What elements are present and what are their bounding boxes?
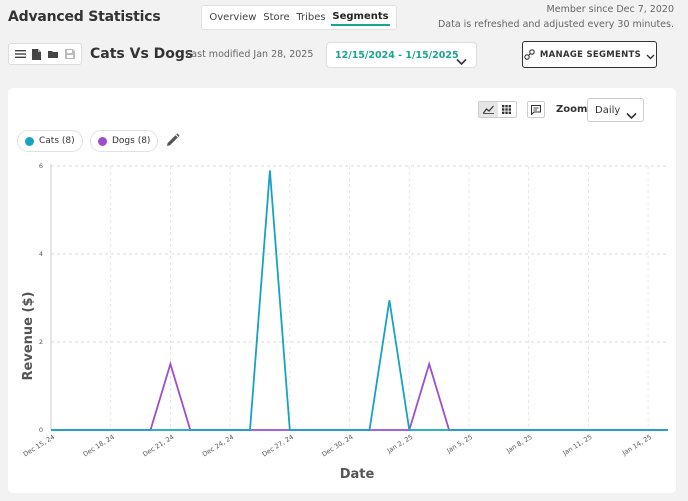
- x-tick-label: Jan 8, 25: [504, 433, 533, 455]
- tab-overview[interactable]: Overview: [209, 12, 257, 23]
- manage-segments-label: MANAGE SEGMENTS: [539, 49, 642, 60]
- date-range-picker[interactable]: 12/15/2024 - 1/15/2025: [326, 42, 477, 68]
- table-view-button[interactable]: [498, 102, 517, 117]
- chevron-down-icon: [456, 51, 467, 70]
- x-tick-label: Jan 2, 25: [385, 433, 414, 455]
- date-range-value: 12/15/2024 - 1/15/2025: [335, 49, 459, 61]
- nav-tabs: Overview Store Tribes Segments: [201, 5, 397, 30]
- chart-series: [51, 170, 668, 431]
- line-chart-icon: [482, 105, 494, 114]
- x-tick-label: Dec 21, 24: [141, 433, 175, 459]
- x-tick-label: Jan 11, 25: [561, 433, 594, 458]
- page-title: Cats Vs Dogs: [90, 46, 194, 62]
- series-line-cats: [51, 170, 668, 431]
- comment-icon: [531, 104, 541, 115]
- legend-dot-cats: [25, 136, 34, 146]
- pencil-icon: [167, 133, 180, 146]
- refresh-note: Data is refreshed and adjusted every 30 …: [437, 19, 674, 30]
- open-folder-icon[interactable]: [46, 47, 60, 61]
- segments-icon: [524, 45, 535, 64]
- new-file-icon[interactable]: [30, 47, 44, 61]
- y-tick-label: 6: [39, 162, 43, 170]
- series-line-dogs: [51, 360, 668, 431]
- zoom-label: Zoom: [556, 104, 588, 115]
- legend-label-cats: Cats (8): [39, 136, 75, 146]
- zoom-value: Daily: [595, 104, 621, 116]
- save-disk-icon[interactable]: [63, 47, 77, 61]
- chart-gridlines: [50, 165, 668, 430]
- chevron-down-icon: [646, 45, 655, 64]
- y-axis-title: Revenue ($): [21, 292, 36, 381]
- y-tick-label: 2: [39, 338, 43, 346]
- app-title: Advanced Statistics: [8, 9, 161, 25]
- x-tick-label: Jan 5, 25: [445, 433, 474, 455]
- legend-dot-dogs: [98, 136, 107, 146]
- y-tick-label: 4: [39, 250, 43, 258]
- last-modified: Last modified Jan 28, 2025: [186, 49, 314, 60]
- tab-store[interactable]: Store: [263, 12, 290, 23]
- view-toggle: [478, 101, 517, 118]
- manage-segments-button[interactable]: MANAGE SEGMENTS: [522, 41, 657, 68]
- x-tick-label: Jan 14, 25: [620, 433, 653, 458]
- menu-icon[interactable]: [13, 47, 27, 61]
- file-toolbar: [8, 43, 82, 65]
- x-tick-label: Dec 24, 24: [201, 433, 235, 459]
- x-tick-label: Dec 27, 24: [261, 433, 295, 459]
- chart-axes: 0 2 4 6 Dec 15, 24 Dec 18, 24 Dec 21, 24 Dec 24…: [22, 162, 653, 458]
- grid-icon: [502, 105, 512, 114]
- x-tick-label: Dec 15, 24: [22, 433, 56, 459]
- tab-tribes[interactable]: Tribes: [296, 12, 326, 23]
- chart-card: Zoom Daily Cats (8) Dogs (8) 0 2 4 6 Dec 15,…: [8, 88, 676, 493]
- edit-segments-button[interactable]: [165, 133, 181, 149]
- tab-segments[interactable]: Segments: [331, 9, 390, 26]
- legend-label-dogs: Dogs (8): [112, 136, 151, 146]
- zoom-select[interactable]: Daily: [587, 98, 644, 122]
- chevron-down-icon: [626, 105, 637, 124]
- legend-item-dogs[interactable]: Dogs (8): [90, 130, 159, 152]
- x-tick-label: Dec 18, 24: [82, 433, 116, 459]
- member-since: Member since Dec 7, 2020: [546, 4, 674, 15]
- x-tick-label: Dec 30, 24: [320, 433, 354, 459]
- annotation-button[interactable]: [527, 101, 545, 118]
- line-chart-view-button[interactable]: [479, 102, 498, 117]
- revenue-line-chart: 0 2 4 6 Dec 15, 24 Dec 18, 24 Dec 21, 24 Dec 24…: [21, 162, 668, 482]
- y-tick-label: 0: [39, 426, 43, 434]
- legend-item-cats[interactable]: Cats (8): [17, 130, 83, 152]
- x-axis-title: Date: [340, 467, 375, 482]
